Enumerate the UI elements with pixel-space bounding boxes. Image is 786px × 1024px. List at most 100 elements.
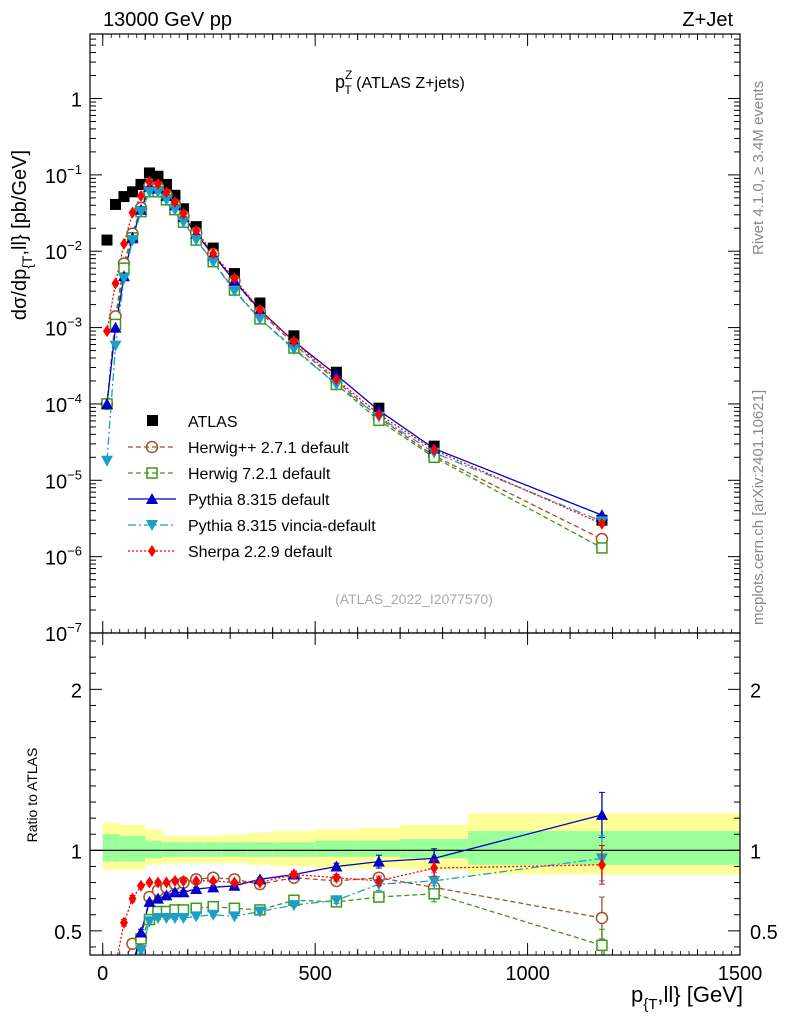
main-point-atlas (152, 170, 164, 182)
main-point-sherpa (145, 175, 154, 188)
ratio-point-pythia (372, 855, 385, 867)
legend-label-pythia: Pythia 8.315 default (188, 492, 330, 509)
ratio-panel: 0.5 0.5 1 1 2 2 0 500 1000 1500 (54, 632, 778, 1001)
ratio-point-vincia (151, 912, 164, 924)
ratio-y-axis-label: Ratio to ATLAS (24, 748, 40, 843)
ratio-band-inner (119, 835, 146, 862)
legend-marker-vincia (146, 520, 158, 531)
ratio-point-sherpa (289, 868, 298, 881)
main-point-sherpa (119, 237, 128, 250)
ratio-point-herwig7 (127, 961, 137, 971)
legend-label-sherpa: Sherpa 2.2.9 default (188, 544, 333, 561)
main-point-sherpa (179, 207, 188, 220)
legend-entry-pythia: Pythia 8.315 default (128, 492, 330, 509)
main-y-tick-label: 10−6 (45, 544, 82, 570)
main-point-sherpa (430, 443, 439, 456)
ratio-point-pythia (143, 895, 156, 907)
ratio-point-sherpa (170, 874, 179, 887)
main-point-sherpa (332, 373, 341, 386)
ratio-band-inner (272, 842, 316, 857)
ratio-band-inner (315, 840, 358, 857)
ratio-point-vincia (118, 990, 130, 1001)
main-point-sherpa (128, 206, 137, 219)
main-point-vincia (190, 234, 203, 246)
ratio-point-sherpa (192, 874, 201, 887)
ratio-point-pythia (595, 808, 608, 820)
x-tick-label: 1500 (718, 963, 763, 985)
main-panel: 1 10−1 10−2 10−3 10−4 10−5 10−6 10−7 (45, 33, 741, 646)
ratio-y-tick-label-left: 1 (71, 841, 82, 863)
main-line-sherpa (106, 181, 603, 525)
ratio-band-inner (247, 842, 273, 857)
main-point-vincia (126, 235, 139, 247)
ratio-band-inner (187, 842, 205, 857)
main-point-atlas (169, 189, 181, 201)
main-y-axis-label: dσ/dp{T,ll} [pb/GeV] (9, 150, 35, 320)
main-line-vincia (106, 191, 603, 522)
ratio-point-pythia (190, 882, 203, 894)
legend-label-herwig7: Herwig 7.2.1 default (188, 466, 331, 483)
header-left: 13000 GeV pp (103, 9, 232, 31)
ratio-point-pythia (168, 886, 181, 898)
legend-entry-atlas: ATLAS (147, 414, 238, 431)
ratio-point-herwig7 (373, 891, 385, 903)
main-point-vincia (253, 313, 266, 325)
main-y-tick-label: 10−4 (45, 391, 82, 417)
main-y-tick-label: 10−3 (45, 315, 82, 341)
ratio-point-sherpa (136, 879, 145, 892)
legend-entry-vincia: Pythia 8.315 vincia-default (128, 518, 376, 535)
main-point-sherpa (170, 196, 179, 209)
ratio-point-vincia (126, 966, 138, 977)
main-point-sherpa (597, 517, 606, 530)
main-point-sherpa (192, 224, 201, 237)
main-point-sherpa (374, 408, 383, 421)
x-axis-label: p{T,ll} [GeV] (631, 982, 743, 1013)
ratio-point-vincia (207, 909, 220, 921)
ratio-point-pythia (428, 852, 441, 864)
ratio-point-pythia (109, 981, 121, 992)
main-line-herwig7 (106, 191, 603, 549)
legend-entry-sherpa: Sherpa 2.2.9 default (128, 544, 333, 561)
ratio-point-vincia (253, 906, 266, 918)
main-point-vincia (151, 186, 164, 198)
ratio-point-vincia (287, 900, 300, 912)
ratio-band-inner (162, 842, 188, 857)
main-point-vincia (207, 257, 220, 269)
plot-title: pZ T (ATLAS Z+jets) (335, 68, 465, 97)
ratio-band-inner (204, 842, 222, 857)
ratio-point-herwigpp (595, 911, 609, 925)
main-point-vincia (134, 206, 147, 218)
ratio-point-pythia (134, 926, 147, 938)
main-point-vincia (143, 186, 156, 198)
ratio-point-pythia (330, 860, 343, 872)
main-point-pythia (109, 321, 122, 333)
ratio-point-pythia (126, 960, 138, 971)
ratio-point-pythia (118, 973, 130, 984)
main-point-pythia (100, 397, 113, 409)
ratio-point-vincia (428, 875, 441, 887)
ratio-point-vincia (134, 945, 147, 955)
main-point-atlas (118, 191, 130, 203)
x-tick-label: 1000 (505, 963, 550, 985)
main-point-atlas (254, 297, 266, 309)
main-point-sherpa (102, 325, 111, 338)
ratio-point-sherpa (111, 960, 119, 972)
legend-marker-atlas (147, 415, 158, 426)
main-y-tick-label: 1 (71, 90, 82, 112)
plot-title-sup: Z (345, 68, 352, 82)
ratio-band-inner (357, 840, 401, 857)
legend-label-herwigpp: Herwig++ 2.7.1 default (188, 440, 350, 457)
ratio-point-vincia (190, 911, 203, 923)
main-point-sherpa (162, 186, 171, 199)
main-y-tick-label: 10−2 (45, 238, 82, 264)
ratio-point-sherpa (179, 874, 188, 887)
ratio-point-sherpa (153, 876, 162, 889)
ratio-point-pythia (177, 886, 190, 898)
main-y-tick-label: 10−1 (45, 162, 82, 188)
ratio-series-group (109, 791, 609, 1001)
ratio-point-vincia (143, 916, 156, 928)
ratio-point-pythia (151, 892, 164, 904)
ratio-point-vincia (160, 912, 173, 924)
ratio-y-tick-label-left: 0.5 (54, 922, 82, 944)
ratio-point-sherpa (374, 874, 383, 887)
